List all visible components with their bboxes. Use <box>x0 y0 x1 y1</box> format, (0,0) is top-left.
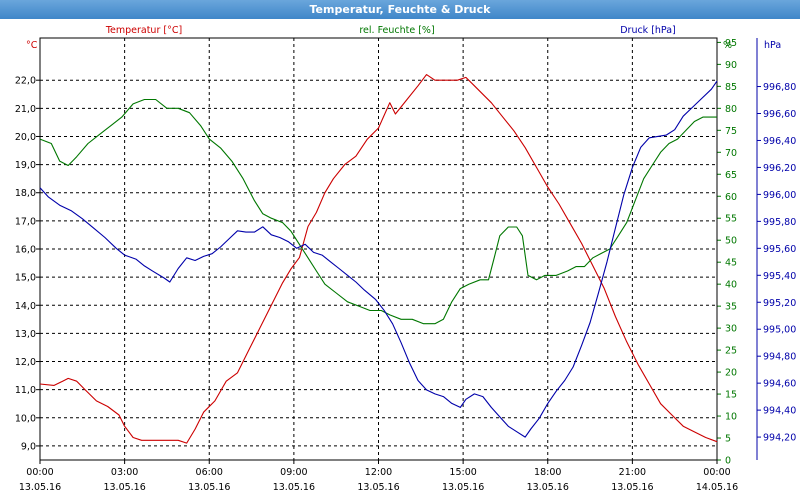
legend-label: Temperatur [°C] <box>105 25 182 36</box>
x-tick-time: 00:00 <box>703 467 730 478</box>
x-tick-time: 03:00 <box>111 467 138 478</box>
x-tick-date: 13.05.16 <box>357 482 399 493</box>
humidity-tick-label: 90 <box>725 60 737 71</box>
x-tick-date: 13.05.16 <box>273 482 315 493</box>
x-tick-time: 00:00 <box>26 467 53 478</box>
pressure-tick-label: 995,00 <box>763 325 796 336</box>
x-tick-date: 13.05.16 <box>527 482 569 493</box>
humidity-tick-label: 40 <box>725 280 737 291</box>
x-tick-time: 12:00 <box>365 467 392 478</box>
x-tick-date: 13.05.16 <box>611 482 653 493</box>
humidity-tick-label: 55 <box>725 214 737 225</box>
pressure-tick-label: 994,40 <box>763 406 796 417</box>
humidity-tick-label: 25 <box>725 346 737 357</box>
x-tick-time: 09:00 <box>280 467 307 478</box>
humidity-tick-label: 70 <box>725 148 737 159</box>
temperature-tick-label: 15,0 <box>15 273 36 284</box>
humidity-tick-label: 10 <box>725 412 737 423</box>
legend-label: rel. Feuchte [%] <box>359 25 434 36</box>
temperature-unit: °C <box>26 40 38 51</box>
temperature-tick-label: 20,0 <box>15 132 36 143</box>
x-tick-date: 13.05.16 <box>19 482 61 493</box>
pressure-tick-label: 996,20 <box>763 163 796 174</box>
x-tick-time: 21:00 <box>619 467 646 478</box>
temperature-tick-label: 10,0 <box>15 413 36 424</box>
pressure-tick-label: 994,20 <box>763 433 796 444</box>
humidity-tick-label: 65 <box>725 170 737 181</box>
x-tick-date: 13.05.16 <box>103 482 145 493</box>
temperature-tick-label: 21,0 <box>15 104 36 115</box>
humidity-tick-label: 75 <box>725 126 737 137</box>
humidity-tick-label: 80 <box>725 104 737 115</box>
temperature-tick-label: 19,0 <box>15 160 36 171</box>
temperature-tick-label: 12,0 <box>15 357 36 368</box>
humidity-tick-label: 5 <box>725 434 731 445</box>
pressure-tick-label: 996,60 <box>763 109 796 120</box>
pressure-tick-label: 994,80 <box>763 352 796 363</box>
humidity-tick-label: 50 <box>725 236 737 247</box>
x-tick-date: 14.05.16 <box>696 482 738 493</box>
x-tick-date: 13.05.16 <box>188 482 230 493</box>
temperature-tick-label: 13,0 <box>15 329 36 340</box>
pressure-tick-label: 995,80 <box>763 217 796 228</box>
legend-label: Druck [hPa] <box>620 25 676 36</box>
x-tick-time: 06:00 <box>196 467 223 478</box>
x-tick-time: 18:00 <box>534 467 561 478</box>
pressure-tick-label: 996,40 <box>763 136 796 147</box>
humidity-tick-label: 20 <box>725 368 737 379</box>
pressure-tick-label: 995,40 <box>763 271 796 282</box>
humidity-tick-label: 60 <box>725 192 737 203</box>
humidity-unit: % <box>723 40 732 51</box>
temperature-tick-label: 14,0 <box>15 301 36 312</box>
temperature-tick-label: 9,0 <box>21 441 36 452</box>
pressure-tick-label: 996,80 <box>763 82 796 93</box>
x-tick-time: 15:00 <box>449 467 476 478</box>
humidity-tick-label: 35 <box>725 302 737 313</box>
pressure-tick-label: 995,60 <box>763 244 796 255</box>
pressure-tick-label: 996,00 <box>763 190 796 201</box>
humidity-tick-label: 45 <box>725 258 737 269</box>
pressure-tick-label: 994,60 <box>763 379 796 390</box>
humidity-tick-label: 85 <box>725 82 737 93</box>
temperature-tick-label: 18,0 <box>15 188 36 199</box>
humidity-tick-label: 0 <box>725 456 731 467</box>
humidity-tick-label: 30 <box>725 324 737 335</box>
temperature-tick-label: 16,0 <box>15 245 36 256</box>
humidity-tick-label: 15 <box>725 390 737 401</box>
temperature-tick-label: 11,0 <box>15 385 36 396</box>
temperature-tick-label: 17,0 <box>15 216 36 227</box>
pressure-tick-label: 995,20 <box>763 298 796 309</box>
x-tick-date: 13.05.16 <box>442 482 484 493</box>
pressure-unit: hPa <box>764 40 781 51</box>
temperature-tick-label: 22,0 <box>15 76 36 87</box>
